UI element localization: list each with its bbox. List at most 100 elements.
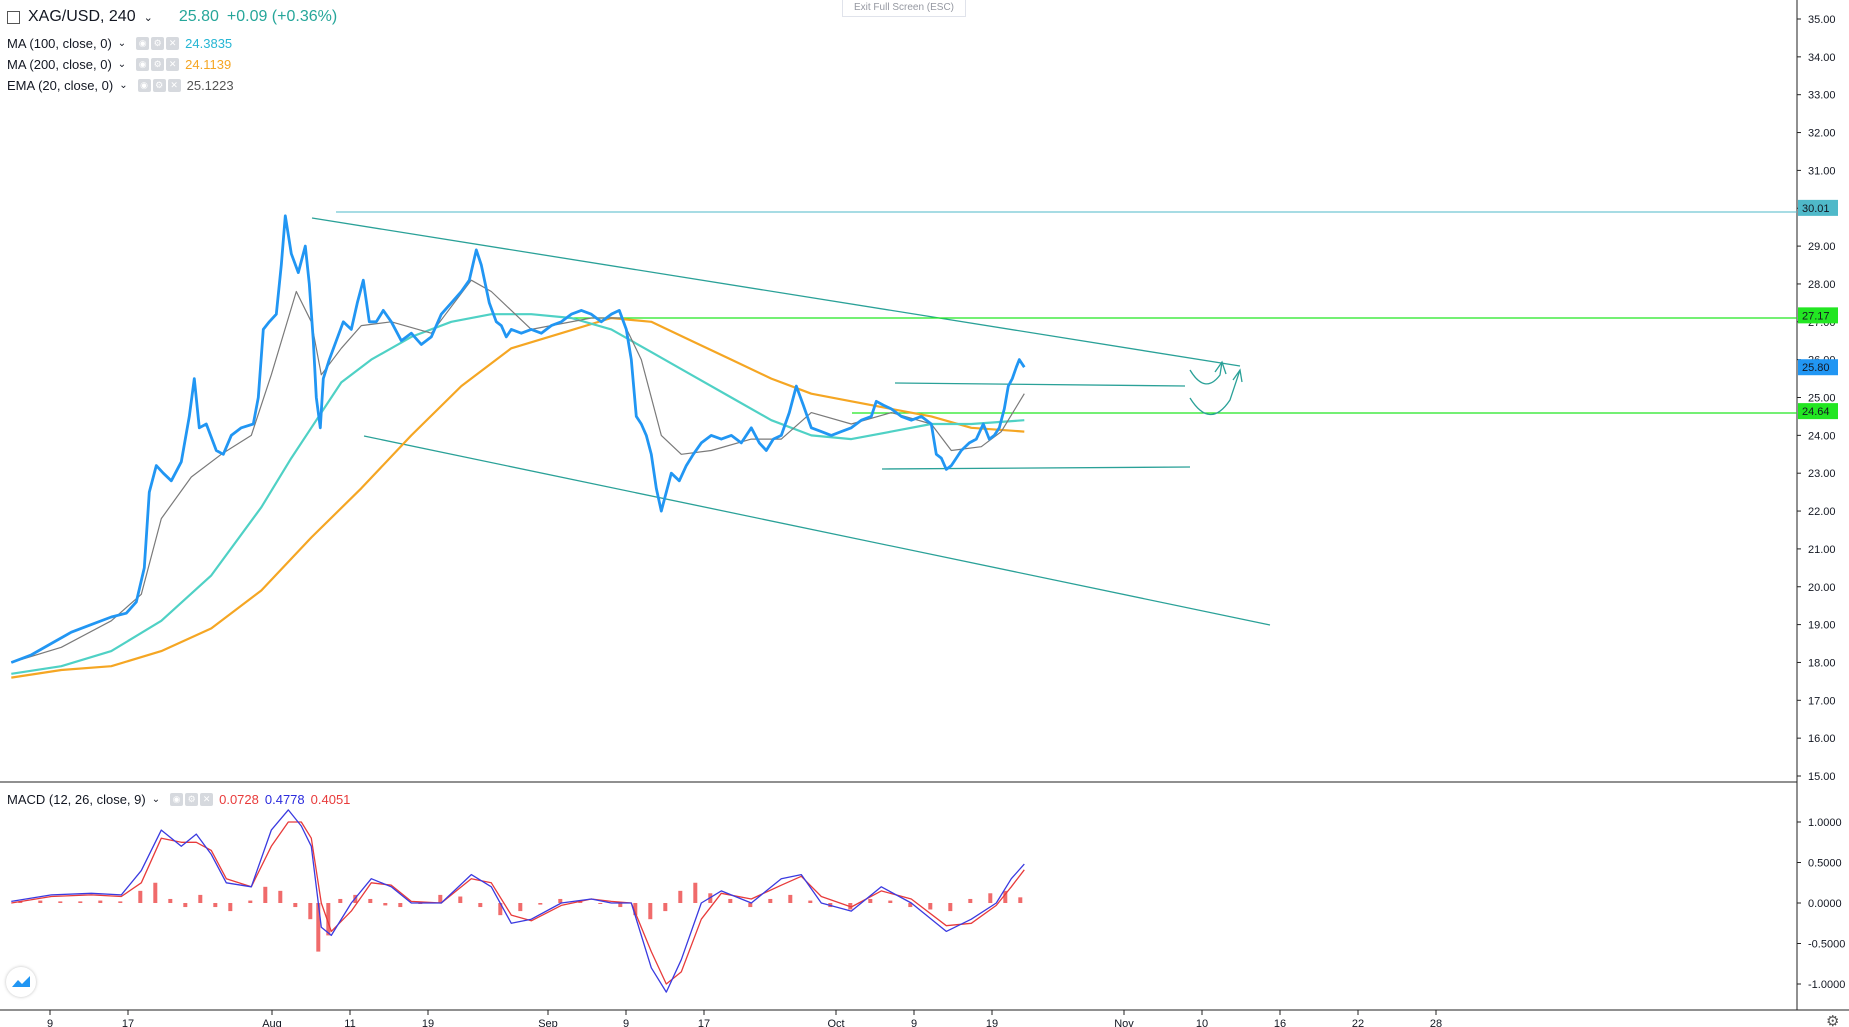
- chevron-down-icon[interactable]: ⌄: [117, 38, 127, 49]
- price-tick-label: 34.00: [1808, 52, 1836, 64]
- time-tick-label: 9: [623, 1018, 629, 1027]
- price-tick-label: 28.00: [1808, 279, 1836, 291]
- macd-line-value: 0.4778: [264, 792, 305, 807]
- macd-histogram-bar: [293, 903, 298, 908]
- time-tick-label: 10: [1196, 1018, 1208, 1027]
- price-tick-label: 16.00: [1808, 733, 1836, 745]
- time-tick-label: 9: [911, 1018, 917, 1027]
- eye-icon: ◉: [137, 79, 151, 92]
- price-change: +0.09 (+0.36%): [226, 8, 338, 25]
- macd-histogram-bar: [868, 898, 873, 903]
- price-axis-label: [1798, 307, 1838, 324]
- settings-gear-icon[interactable]: ⚙: [1826, 1012, 1839, 1027]
- macd-histogram-bar: [316, 903, 321, 952]
- macd-line: [11, 809, 1025, 993]
- price-tick-label: 25.00: [1808, 393, 1836, 405]
- macd-histogram-bar: [368, 898, 373, 903]
- macd-histogram-bar: [598, 903, 603, 904]
- time-tick-label: Oct: [827, 1018, 844, 1027]
- indicator-controls[interactable]: ◉ ⚙ ✕: [136, 37, 180, 50]
- collapse-icon[interactable]: [7, 10, 20, 24]
- ma200-legend[interactable]: MA (200, close, 0) ⌄ ◉ ⚙ ✕ 24.1139: [7, 57, 231, 72]
- macd-histogram-bar: [138, 890, 143, 903]
- ema20-legend[interactable]: EMA (20, close, 0) ⌄ ◉ ⚙ ✕ 25.1223: [7, 78, 234, 93]
- macd-histogram-bar: [888, 900, 893, 903]
- price-tick-label: 21.00: [1808, 544, 1836, 556]
- macd-histogram-bar: [248, 900, 253, 903]
- time-tick-label: Aug: [262, 1018, 282, 1027]
- price-tick-label: 31.00: [1808, 165, 1836, 177]
- macd-histogram-bar: [1018, 897, 1023, 903]
- macd-histogram-bar: [278, 890, 283, 903]
- macd-histogram-bar: [538, 903, 543, 905]
- macd-histogram-bar: [768, 898, 773, 903]
- macd-histogram-bar: [693, 882, 698, 903]
- macd-histogram-bar: [398, 903, 403, 908]
- macd-histogram-bar: [678, 890, 683, 903]
- macd-hist-value: 0.0728: [219, 792, 259, 807]
- price-tick-label: 23.00: [1808, 468, 1836, 480]
- channel-upper-line: [311, 217, 1241, 367]
- exit-fullscreen-button[interactable]: Exit Full Screen (ESC): [842, 0, 966, 17]
- macd-histogram-bar: [438, 894, 443, 903]
- last-price: 25.80: [178, 8, 219, 25]
- price-axis-label-text: 25.80: [1802, 362, 1830, 374]
- macd-histogram-bar: [518, 903, 523, 912]
- price-axis-label: [1798, 359, 1838, 376]
- ma100-label: MA (100, close, 0): [7, 36, 112, 51]
- time-tick-label: 19: [986, 1018, 998, 1027]
- macd-histogram-bar: [808, 900, 813, 903]
- macd-histogram-bar: [968, 898, 973, 903]
- time-tick-label: 17: [122, 1018, 134, 1027]
- chevron-down-icon[interactable]: ⌄: [143, 11, 153, 24]
- macd-histogram-bar: [633, 903, 638, 916]
- time-tick-label: Sep: [538, 1018, 558, 1027]
- macd-histogram-bar: [948, 903, 953, 912]
- tradingview-logo[interactable]: [6, 967, 36, 997]
- close-icon: ✕: [166, 58, 180, 71]
- channel-lower-line: [363, 435, 1271, 626]
- ma100-legend[interactable]: MA (100, close, 0) ⌄ ◉ ⚙ ✕ 24.3835: [7, 36, 232, 51]
- macd-histogram-bar: [58, 901, 63, 903]
- price-tick-label: 29.00: [1808, 241, 1836, 253]
- macd-histogram-bar: [788, 894, 793, 903]
- price-tick-label: 24.00: [1808, 430, 1836, 442]
- macd-histogram-bar: [168, 898, 173, 903]
- range-bottom-line: [881, 466, 1191, 470]
- indicator-controls[interactable]: ◉ ⚙ ✕: [137, 79, 181, 92]
- chevron-down-icon[interactable]: ⌄: [117, 59, 127, 70]
- indicator-controls[interactable]: ◉ ⚙ ✕: [170, 793, 214, 806]
- macd-tick-label: 1.0000: [1808, 817, 1842, 829]
- macd-histogram-bar: [578, 901, 583, 903]
- time-tick-label: 16: [1274, 1018, 1286, 1027]
- indicator-controls[interactable]: ◉ ⚙ ✕: [136, 58, 180, 71]
- gear-icon: ⚙: [151, 58, 165, 71]
- ma200-value: 24.1139: [185, 57, 232, 72]
- price-tick-label: 19.00: [1808, 620, 1836, 632]
- close-icon: ✕: [166, 37, 180, 50]
- macd-histogram-bar: [498, 903, 503, 916]
- macd-tick-label: 0.5000: [1808, 858, 1842, 870]
- macd-histogram-bar: [648, 903, 653, 920]
- macd-histogram-bar: [728, 898, 733, 903]
- macd-histogram-bar: [228, 903, 233, 912]
- price-axis-label-text: 24.64: [1802, 406, 1830, 418]
- macd-tick-label: 0.0000: [1808, 898, 1842, 910]
- price-axis-label-text: 30.01: [1802, 203, 1830, 215]
- price-tick-label: 20.00: [1808, 582, 1836, 594]
- chart-header: XAG/USD, 240 ⌄ 25.80 +0.09 (+0.36%): [7, 8, 337, 26]
- time-tick-label: 9: [47, 1018, 53, 1027]
- symbol-title[interactable]: XAG/USD, 240: [28, 8, 136, 25]
- macd-histogram-bar: [98, 900, 103, 903]
- chevron-down-icon[interactable]: ⌄: [119, 80, 128, 91]
- macd-legend[interactable]: MACD (12, 26, close, 9) ⌄ ◉ ⚙ ✕ 0.0728 0.4…: [7, 792, 350, 807]
- chevron-down-icon[interactable]: ⌄: [151, 794, 161, 805]
- price-tick-label: 18.00: [1808, 657, 1836, 669]
- macd-histogram-bar: [183, 903, 188, 908]
- macd-histogram-bar: [198, 894, 203, 903]
- gear-icon: ⚙: [151, 37, 165, 50]
- macd-histogram-bar: [478, 903, 483, 908]
- price-line: [10, 214, 1026, 664]
- macd-histogram-bar: [308, 903, 313, 920]
